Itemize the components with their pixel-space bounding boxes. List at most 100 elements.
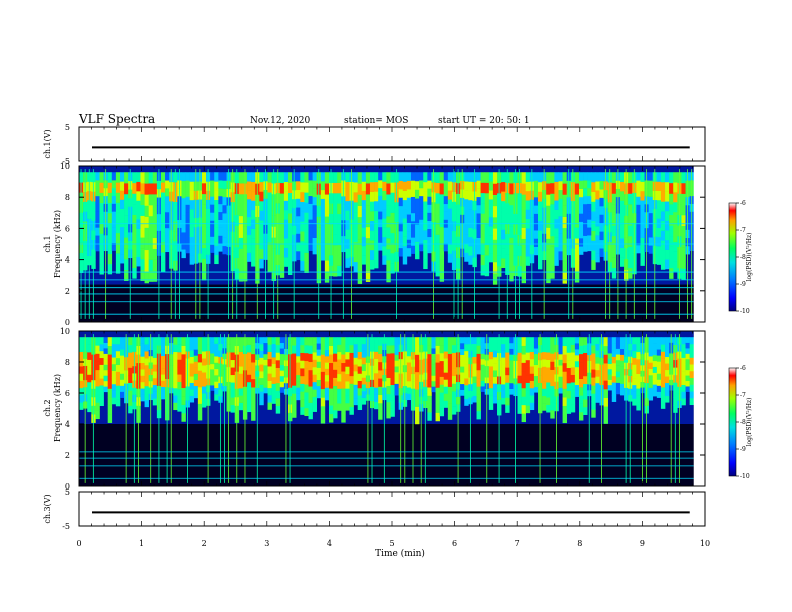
ch2-spectrogram-cell xyxy=(562,414,567,424)
ch2-spectrogram-cell xyxy=(492,370,498,378)
ch2-spectrogram-cell xyxy=(300,360,305,369)
ch2-spectrogram-cell xyxy=(230,367,236,376)
ch1-spectrogram-cell xyxy=(611,246,617,258)
ch2-spectrogram-cell xyxy=(267,373,272,381)
ch1-spectrogram-cell xyxy=(636,244,641,254)
ch2-spectrogram-cell xyxy=(115,378,121,386)
ch1-spectrogram-cell xyxy=(681,268,686,280)
ch2-spectrogram-cell xyxy=(558,342,563,349)
ch2-spectrogram-cell xyxy=(160,349,166,357)
ch1-spectrogram-cell xyxy=(345,219,350,230)
ch1-spectrogram-cell xyxy=(152,259,158,271)
ch1-spectrogram-cell xyxy=(546,194,551,206)
ch1-spectrogram-cell xyxy=(115,192,121,203)
ch2-spectrogram-cell xyxy=(292,409,297,418)
ch1-spectrogram-cell xyxy=(304,232,309,243)
ch1-spectrogram-cell xyxy=(484,213,490,225)
ch1-spectrogram-cell xyxy=(558,172,563,182)
ch2-spectrogram-cell xyxy=(607,353,613,359)
ch1-spectrogram-cell xyxy=(492,250,498,263)
ch2-spectrogram-cell xyxy=(275,344,281,353)
ch2-spectrogram-cell xyxy=(230,359,236,368)
ch1-spectrogram-cell xyxy=(95,203,100,212)
ch2-spectrogram-cell xyxy=(181,354,186,363)
ch2-spectrogram-cell xyxy=(275,390,281,399)
ch1-spectrogram-cell xyxy=(423,181,428,192)
ch2-spectrogram-cell xyxy=(591,345,596,354)
ch1-spectrogram-cell xyxy=(628,225,633,237)
ch2-spectrogram-cell xyxy=(632,364,637,372)
ch2-spectrogram-cell xyxy=(374,401,379,410)
ch1-spectrogram-cell xyxy=(419,227,424,236)
ch2-spectrogram-cell xyxy=(591,337,596,346)
ch2-spectrogram-cell xyxy=(214,362,219,370)
ch2-spectrogram-cell xyxy=(632,391,637,399)
ch1-spectrogram-cell xyxy=(320,242,326,252)
ch1-spectrogram-cell xyxy=(521,183,527,195)
ch1-spectrogram-cell xyxy=(95,211,100,220)
ch2-spectrogram-cell xyxy=(443,379,449,387)
ch1-spectrogram-cell xyxy=(488,190,494,200)
ch2-spectrogram-cell xyxy=(480,353,486,360)
ch2-spectrogram-cell xyxy=(312,352,317,360)
ch1-spectrogram-cell xyxy=(599,197,604,207)
ch2-spectrogram-cell xyxy=(464,364,469,372)
ch1-spectrogram-cell xyxy=(148,226,154,239)
ch2-spectrogram-cell xyxy=(685,358,690,365)
ch1-waveform-ytick-label: 5 xyxy=(65,123,70,132)
ch1-spectrogram-cell xyxy=(583,188,588,197)
ch2-spectrogram-cell xyxy=(652,360,658,367)
ch1-spectrogram-cell xyxy=(611,214,617,226)
ch2-spectrogram-cell xyxy=(353,364,358,372)
ch2-spectrogram-cell xyxy=(333,337,338,346)
ch1-spectrogram-cell xyxy=(300,260,305,271)
ch2-spectrogram-cell xyxy=(304,368,309,377)
ch2-spectrogram-cell xyxy=(439,345,445,354)
ch2-spectrogram-cell xyxy=(521,404,527,414)
ch1-spectrogram-cell xyxy=(665,210,670,221)
ch2-spectrogram-cell xyxy=(201,351,207,359)
ch1-spectrogram-cell xyxy=(419,195,424,205)
ch2-spectrogram-cell xyxy=(517,375,522,384)
ch1-spectrogram-cell xyxy=(152,183,158,195)
ch1-spectrogram-cell xyxy=(660,191,666,202)
ch1-spectrogram-cell xyxy=(410,245,416,254)
ch2-spectrogram-cell xyxy=(505,337,510,346)
ch2-spectrogram-cell xyxy=(374,337,379,345)
ch2-spectrogram-cell xyxy=(652,343,658,350)
ch1-spectrogram-cell xyxy=(144,194,149,206)
ch1-spectrogram-cell xyxy=(185,212,190,221)
ch2-spectrogram-cell xyxy=(525,405,531,414)
ch2-spectrogram-cell xyxy=(349,399,354,408)
ch2-spectrogram-cell xyxy=(386,377,391,387)
ch1-spectrogram-cell xyxy=(648,204,654,214)
ch2-spectrogram-cell xyxy=(271,337,277,345)
ch2-spectrogram-cell xyxy=(615,371,621,378)
ch2-spectrogram-cell xyxy=(316,391,322,399)
ch1-spectrogram-cell xyxy=(492,261,498,274)
ch1-spectrogram-cell xyxy=(115,202,121,213)
ch2-spectrogram-cell xyxy=(328,379,334,389)
ch2-spectrogram-cell xyxy=(353,391,358,399)
ch2-spectrogram-cell xyxy=(619,354,625,361)
ch1-spectrogram-cell xyxy=(554,209,559,220)
ch1-spectrogram-cell xyxy=(345,210,350,221)
ch1-spectrogram-cell xyxy=(578,196,584,206)
ch1-spectrogram-cell xyxy=(144,205,149,217)
ch1-spectrogram-cell xyxy=(312,245,317,255)
ch1-spectrogram-cell xyxy=(251,256,256,267)
ch2-spectrogram-cell xyxy=(472,343,477,351)
ch2-spectrogram-cell xyxy=(181,370,186,380)
ch1-spectrogram-cell xyxy=(492,239,498,252)
ch2-spectrogram-cell xyxy=(312,381,317,390)
ch1-spectrogram-cell xyxy=(365,270,371,282)
ch1-spectrogram-cell xyxy=(148,237,154,250)
ch1-spectrogram-cell xyxy=(201,172,207,184)
ch2-spectrogram-cell xyxy=(619,366,625,373)
ch2-spectrogram-cell xyxy=(173,366,178,374)
ch1-spectrogram-cell xyxy=(210,172,215,181)
ch1-spectrogram-cell xyxy=(181,240,186,250)
ch2-colorbar-label: log(PSD)(V²/Hz) xyxy=(746,398,753,447)
ch2-spectrogram-cell xyxy=(378,378,383,387)
ch2-spectrogram-cell xyxy=(636,344,641,353)
